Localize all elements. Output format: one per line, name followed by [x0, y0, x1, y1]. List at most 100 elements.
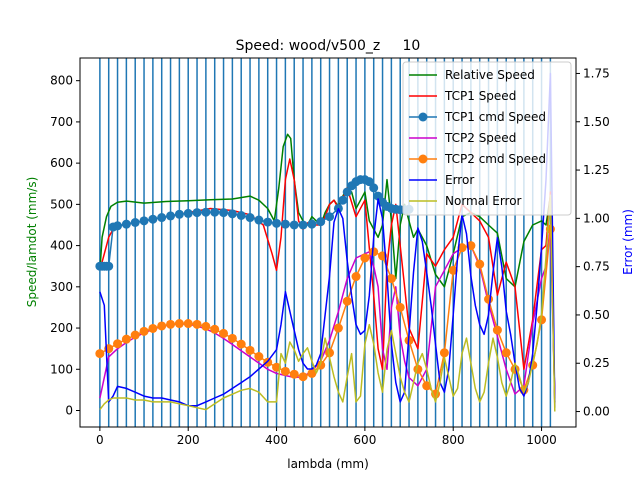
legend-label: TCP1 cmd Speed — [444, 110, 546, 124]
series-point — [139, 216, 149, 226]
series-point — [130, 218, 140, 228]
series-point — [325, 212, 335, 222]
y-right-tick-label: 1.50 — [583, 115, 610, 129]
series-point — [298, 372, 308, 382]
y-right-axis-label: Error (mm) — [621, 209, 635, 275]
series-point — [338, 195, 348, 205]
legend-marker — [418, 112, 428, 122]
y-tick-label: 400 — [50, 239, 73, 253]
series-point — [210, 207, 220, 217]
y-right-tick-label: 0.25 — [583, 356, 610, 370]
series-point — [254, 351, 264, 361]
legend-frame — [402, 61, 572, 216]
x-tick-label: 200 — [177, 433, 200, 447]
series-point — [333, 323, 343, 333]
series-point — [157, 213, 167, 223]
series-point — [492, 325, 502, 335]
series-point — [148, 214, 158, 224]
series-point — [95, 349, 105, 359]
series-point — [236, 339, 246, 349]
y-axis-ticks: 0 100 200 300 400 500 600 700 800 — [50, 74, 80, 418]
series-point — [121, 334, 131, 344]
series-point — [201, 207, 211, 217]
series-point — [422, 381, 432, 391]
x-tick-label: 800 — [442, 433, 465, 447]
series-point — [121, 219, 131, 229]
series-point — [113, 221, 123, 231]
y-tick-label: 800 — [50, 74, 73, 88]
x-tick-label: 400 — [265, 433, 288, 447]
series-point — [316, 217, 326, 227]
series-point — [298, 220, 308, 230]
legend: Relative Speed TCP1 Speed TCP1 cmd Speed TC… — [402, 61, 572, 216]
legend-label: Relative Speed — [445, 68, 535, 82]
y-tick-label: 0 — [65, 404, 73, 418]
x-axis-label: lambda (mm) — [287, 457, 369, 471]
y-tick-label: 600 — [50, 156, 73, 170]
x-tick-label: 600 — [353, 433, 376, 447]
legend-label: TCP2 cmd Speed — [444, 152, 546, 166]
series-point — [307, 219, 317, 229]
series-point — [245, 213, 255, 223]
series-point — [395, 302, 405, 312]
series-point — [457, 243, 467, 253]
series-point — [254, 215, 264, 225]
series-point — [289, 220, 299, 230]
legend-marker — [418, 154, 428, 164]
plot-frame — [79, 57, 577, 428]
y-tick-label: 100 — [50, 362, 73, 376]
series-point — [263, 217, 273, 227]
series-point — [351, 272, 361, 282]
series-point — [342, 296, 352, 306]
series-point — [192, 208, 202, 218]
y-tick-label: 700 — [50, 115, 73, 129]
series-point — [272, 218, 282, 228]
series-point — [157, 321, 167, 331]
series-5 — [95, 224, 555, 399]
series-7 — [99, 194, 556, 412]
series-point — [448, 265, 458, 275]
y-right-tick-label: 0.00 — [583, 405, 610, 419]
series-lines — [95, 72, 556, 412]
legend-label: Error — [445, 173, 474, 187]
series-point — [139, 326, 149, 336]
y-right-axis-ticks: 0.00 0.25 0.50 0.75 1.00 1.25 1.50 1.75 — [576, 66, 610, 419]
series-point — [236, 210, 246, 220]
series-point — [501, 348, 511, 358]
y-right-tick-label: 1.75 — [583, 66, 610, 80]
y-tick-label: 300 — [50, 280, 73, 294]
y-right-tick-label: 1.00 — [583, 211, 610, 225]
y-right-tick-label: 1.25 — [583, 163, 610, 177]
legend-label: TCP2 Speed — [444, 131, 516, 145]
series-point — [280, 366, 290, 376]
series-point — [148, 323, 158, 333]
series-point — [227, 333, 237, 343]
series-point — [289, 369, 299, 379]
series-point — [183, 208, 193, 218]
series-line — [99, 72, 556, 408]
x-tick-label: 1000 — [526, 433, 557, 447]
series-6 — [99, 72, 556, 408]
series-point — [210, 324, 220, 334]
series-point — [369, 183, 379, 193]
series-point — [113, 339, 123, 349]
legend-label: Normal Error — [445, 194, 522, 208]
y-right-tick-label: 0.50 — [583, 308, 610, 322]
y-tick-label: 500 — [50, 197, 73, 211]
series-point — [130, 330, 140, 340]
series-point — [104, 261, 114, 271]
series-point — [245, 345, 255, 355]
series-point — [369, 247, 379, 257]
series-point — [183, 319, 193, 329]
series-point — [475, 259, 485, 269]
series-point — [280, 219, 290, 229]
series-point — [219, 208, 229, 218]
x-tick-label: 0 — [96, 433, 104, 447]
series-point — [166, 211, 176, 221]
legend-label: TCP1 Speed — [444, 89, 516, 103]
series-point — [192, 319, 202, 329]
x-axis-ticks: 0 200 400 600 800 1000 — [96, 427, 557, 447]
series-point — [484, 294, 494, 304]
y-axis-label: Speed/lamdot (mm/s) — [25, 177, 39, 308]
